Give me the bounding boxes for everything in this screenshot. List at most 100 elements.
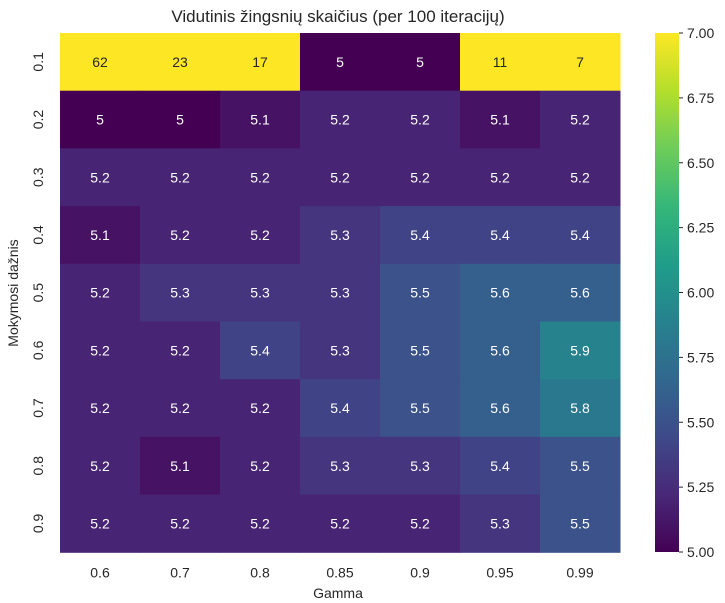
heatmap-cell [540,379,621,438]
heatmap-cell-label: 5.2 [330,169,350,185]
x-axis-label: Gamma [313,585,363,601]
heatmap-cell [380,148,461,207]
heatmap-cell-label: 5.5 [570,458,590,474]
heatmap-cell-label: 5.2 [90,285,110,301]
colorbar-tick-labels: 5.00 5.25 5.50 5.75 6.00 6.25 6.50 6.75 7.00 [679,25,714,560]
heatmap-cell [460,263,541,322]
heatmap-cell-label: 5.2 [410,112,430,128]
heatmap-cell-label: 62 [92,54,108,70]
colorbar-tick-label: 5.25 [687,479,714,495]
heatmap-cell [220,321,301,380]
heatmap-cell-label: 17 [252,54,268,70]
heatmap-cell [300,494,381,553]
heatmap-cell [540,436,621,496]
heatmap-cell [540,33,621,92]
heatmap-cell-label: 5.2 [250,400,270,416]
heatmap-cell [380,263,461,322]
heatmap-cell-label: 5.2 [90,458,110,474]
heatmap-cell-label: 5.1 [90,227,110,243]
heatmap-cell [380,379,461,438]
heatmap-cell-label: 5.4 [490,227,510,243]
heatmap-cell-label: 5.2 [170,400,190,416]
heatmap-cell-label: 5.3 [490,515,510,531]
heatmap-cell [60,33,141,92]
heatmap-cell [60,494,141,553]
heatmap-cell-label: 5.4 [490,458,510,474]
heatmap-cell-label: 5.6 [490,400,510,416]
heatmap-cell-label: 5.5 [410,400,430,416]
heatmap-cell [300,90,381,149]
heatmap-cell-label: 5.2 [250,227,270,243]
heatmap-cell-label: 5.2 [170,169,190,185]
heatmap-cell [140,436,221,496]
heatmap-cell [140,206,221,265]
heatmap-cell [300,206,381,265]
colorbar-tick-label: 5.75 [687,349,714,365]
heatmap-cell [140,148,221,207]
heatmap-cell-label: 23 [172,54,188,70]
y-tick-label: 0.1 [30,52,46,72]
y-tick-label: 0.8 [30,456,46,476]
x-tick-label: 0.9 [410,564,430,580]
y-tick-label: 0.6 [30,340,46,360]
heatmap-cell [540,321,621,380]
colorbar-tick-label: 5.00 [687,544,714,560]
heatmap-cell [220,263,301,322]
heatmap-cell [60,148,141,207]
heatmap-cell [300,148,381,207]
heatmap-cell-label: 5.2 [170,515,190,531]
heatmap-cell-label: 5 [176,112,184,128]
heatmap-cell-label: 5.2 [410,515,430,531]
colorbar [655,33,679,552]
heatmap-cell [300,379,381,438]
colorbar-tick-label: 6.00 [687,285,714,301]
heatmap-cell-label: 5.2 [250,169,270,185]
heatmap-cell [220,206,301,265]
heatmap-cell [220,33,301,92]
heatmap-cell [220,436,301,496]
heatmap-cell [380,206,461,265]
heatmap-cell-label: 5.1 [170,458,190,474]
heatmap-cell [380,90,461,149]
heatmap-cell-label: 5.2 [570,112,590,128]
heatmap-cell-label: 5.4 [410,227,430,243]
heatmap-cell-label: 5.8 [570,400,590,416]
heatmap-cell [540,206,621,265]
colorbar-tick-label: 6.50 [687,155,714,171]
heatmap-cell-label: 5.1 [250,112,270,128]
heatmap-cell [540,148,621,207]
heatmap-cell-label: 5.2 [410,169,430,185]
heatmap-cell-label: 5.9 [570,342,590,358]
heatmap-cell [140,90,221,149]
colorbar-tick-label: 6.75 [687,90,714,106]
x-tick-label: 0.99 [566,564,593,580]
heatmap-cell-label: 5.3 [330,285,350,301]
heatmap-cell [540,90,621,149]
y-tick-label: 0.4 [30,225,46,245]
heatmap-cell [220,494,301,553]
heatmap-cell-label: 5.2 [170,227,190,243]
heatmap-cell-label: 5.4 [570,227,590,243]
heatmap-cell-label: 5.6 [570,285,590,301]
heatmap-cell [220,90,301,149]
heatmap-cell-label: 5.5 [570,515,590,531]
heatmap-cell [300,33,381,92]
heatmap-cell [460,148,541,207]
heatmap-cell-label: 5.3 [330,458,350,474]
heatmap-cell-label: 5.3 [330,342,350,358]
heatmap-cell [60,90,141,149]
x-tick-label: 0.95 [486,564,513,580]
y-tick-label: 0.5 [30,283,46,303]
heatmap-cell-label: 5.3 [330,227,350,243]
heatmap-cell-label: 5.2 [490,169,510,185]
heatmap-cell [460,494,541,553]
heatmap-cell-label: 5.2 [90,515,110,531]
y-tick-label: 0.3 [30,167,46,187]
heatmap-cell-label: 5.4 [250,342,270,358]
heatmap-cells [60,33,621,553]
heatmap-cell [60,436,141,496]
heatmap-cell-label: 5.2 [330,112,350,128]
heatmap-cell [380,321,461,380]
heatmap-cell [460,436,541,496]
